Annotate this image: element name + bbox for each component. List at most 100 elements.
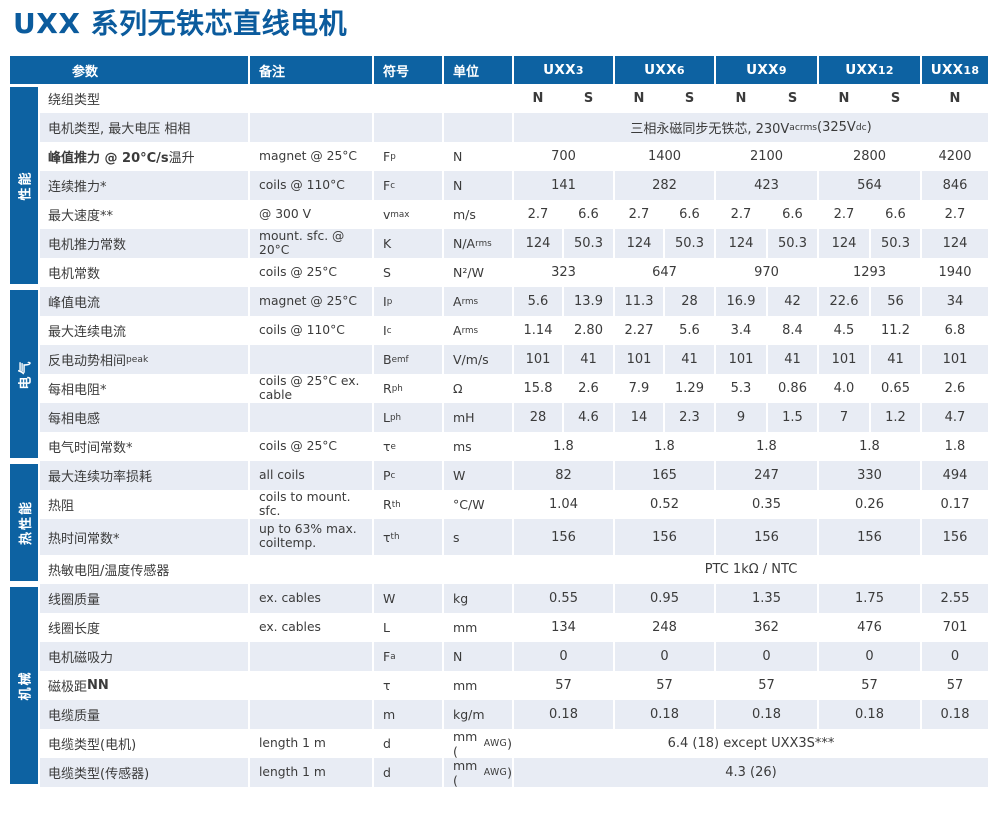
value-cell: 1.35 [716,584,817,614]
param-cell: 绕组类型 [40,84,248,114]
value-cell: S [564,84,613,114]
symbol-cell [374,113,442,143]
value-cell: 248 [615,613,714,643]
unit-cell [444,113,512,143]
value-cell: N [615,84,663,114]
value-cell: 14 [615,403,663,433]
value-cell: 156 [716,519,817,556]
unit-cell: N²/W [444,258,512,288]
group-block: 电气 [10,290,38,459]
value-cell: 2.3 [665,403,714,433]
value-cell: 0.65 [871,374,920,404]
value-cell: 101 [922,345,988,375]
param-cell: 电缆类型(电机) [40,729,248,759]
value-cell: N [514,84,562,114]
value-cell: 11.2 [871,316,920,346]
value-cell: 1400 [615,142,714,172]
value-cell: 0.55 [514,584,613,614]
value-cell: 323 [514,258,613,288]
symbol-cell [374,555,442,585]
unit-cell: V/m/s [444,345,512,375]
value-cell: 494 [922,461,988,491]
value-cell: 247 [716,461,817,491]
symbol-cell: W [374,584,442,614]
column-header-symbol: 符号 [374,56,442,85]
unit-cell: Ω [444,374,512,404]
value-cell: 1.5 [768,403,817,433]
param-cell: 热时间常数* [40,519,248,556]
note-cell [250,671,372,701]
unit-cell [444,555,512,585]
note-cell [250,345,372,375]
note-cell: length 1 m [250,758,372,788]
value-cell: 700 [514,142,613,172]
value-cell: 16.9 [716,287,766,317]
param-cell: 每相电阻* [40,374,248,404]
param-cell: 电缆质量 [40,700,248,730]
value-cell: 0.18 [819,700,920,730]
value-cell: 330 [819,461,920,491]
param-cell: 电缆类型(传感器) [40,758,248,788]
note-cell [250,642,372,672]
value-cell: 57 [514,671,613,701]
value-cell: 2.7 [514,200,562,230]
value-cell: 11.3 [615,287,663,317]
value-cell: 15.8 [514,374,562,404]
value-cell: 2.55 [922,584,988,614]
group-label: 机械 [18,670,34,701]
note-cell: all coils [250,461,372,491]
value-cell: 647 [615,258,714,288]
value-cell: 7 [819,403,869,433]
value-cell: 1.29 [665,374,714,404]
value-cell: 41 [665,345,714,375]
symbol-cell: m [374,700,442,730]
group-label: 电气 [18,359,34,390]
note-cell: coils @ 110°C [250,316,372,346]
note-cell: coils @ 25°C [250,258,372,288]
value-cell: 4.5 [819,316,869,346]
value-cell: 4.6 [564,403,613,433]
model-header: UXX 18 [922,56,988,85]
value-cell: 846 [922,171,988,201]
value-cell: 282 [615,171,714,201]
param-cell: 电机类型, 最大电压 相相 [40,113,248,143]
param-cell: 线圈长度 [40,613,248,643]
note-cell [250,700,372,730]
param-cell: 热敏电阻/温度传感器 [40,555,248,585]
value-cell: 0 [819,642,920,672]
value-cell: 4.7 [922,403,988,433]
value-cell: 0.35 [716,490,817,520]
value-cell: N [716,84,766,114]
symbol-cell: d [374,758,442,788]
symbol-cell: τ th [374,519,442,556]
group-block: 热性能 [10,464,38,582]
value-cell: 5.6 [665,316,714,346]
value-cell: 2.7 [819,200,869,230]
note-cell [250,113,372,143]
value-cell: 6.6 [871,200,920,230]
value-cell: 50.3 [564,229,613,259]
value-cell: 564 [819,171,920,201]
group-label: 热性能 [18,500,34,546]
value-cell: 0 [716,642,817,672]
model-header: UXX 9 [716,56,817,85]
param-cell: 峰值电流 [40,287,248,317]
column-header-unit: 单位 [444,56,512,85]
value-cell: 6.6 [564,200,613,230]
value-cell: 423 [716,171,817,201]
param-cell: 电机推力常数 [40,229,248,259]
value-cell: 1.75 [819,584,920,614]
value-cell: 1.8 [716,432,817,462]
value-cell-span: 4.3 (26) [514,758,988,788]
param-cell: 最大速度** [40,200,248,230]
value-cell-span: PTC 1kΩ / NTC [514,555,988,585]
note-cell [250,555,372,585]
unit-cell: mm (AWG) [444,758,512,788]
value-cell: 0.26 [819,490,920,520]
motor-spec-table: 参数 备注 符号 单位 UXX 3 UXX 6 UXX 9 UXX 12 UXX 18 性能 电气 热性能 机械 绕… [10,56,988,788]
param-cell: 最大连续电流 [40,316,248,346]
value-cell: 9 [716,403,766,433]
note-cell: @ 300 V [250,200,372,230]
